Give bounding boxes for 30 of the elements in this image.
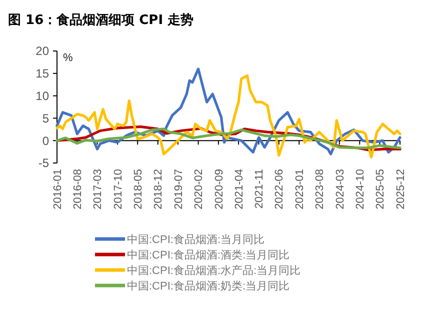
x-tick-label: 2017-03 [92, 169, 104, 210]
y-tick-label: 5 [42, 111, 50, 126]
x-tick-label: 2022-06 [274, 169, 286, 210]
x-tick-label: 2021-04 [233, 169, 246, 210]
legend-label: 中国:CPI:食品烟酒:当月同比 [127, 232, 265, 246]
x-tick-label: 2023-08 [314, 169, 326, 210]
x-tick-label: 2017-10 [112, 169, 124, 210]
x-tick-label: 2018-12 [152, 169, 165, 210]
legend-label: 中国:CPI:食品烟酒:水产品:当月同比 [127, 264, 301, 277]
x-tick-label: 2021-11 [254, 169, 266, 209]
x-tick-label: 2020-02 [193, 169, 206, 210]
x-tick-label: 2020-09 [213, 169, 226, 210]
y-tick-label: 0 [42, 134, 50, 148]
x-tick-label: 2025-05 [374, 169, 387, 210]
legend-label: 中国:CPI:食品烟酒:酒类:当月同比 [127, 248, 290, 262]
x-tick-label: 2019-07 [172, 169, 185, 210]
x-tick-label: 2016-08 [72, 169, 84, 210]
x-tick-label: 2025-12 [394, 169, 407, 210]
legend-label: 中国:CPI:食品烟酒:奶类:当月同比 [127, 279, 290, 292]
y-tick-label: -5 [38, 156, 50, 170]
x-tick-label: 2024-03 [334, 169, 346, 210]
y-tick-label: 10 [36, 89, 50, 103]
x-tick-label: 2023-01 [294, 169, 306, 210]
y-tick-label: 15 [36, 66, 50, 81]
x-tick-label: 2016-01 [52, 169, 64, 210]
x-tick-label: 2024-10 [354, 169, 367, 210]
chart-title: 图 16：食品烟酒细项 CPI 走势 [8, 12, 194, 28]
y-tick-label: 20 [36, 44, 50, 58]
y-axis-title: % [63, 52, 73, 64]
x-tick-label: 2018-05 [132, 169, 144, 210]
